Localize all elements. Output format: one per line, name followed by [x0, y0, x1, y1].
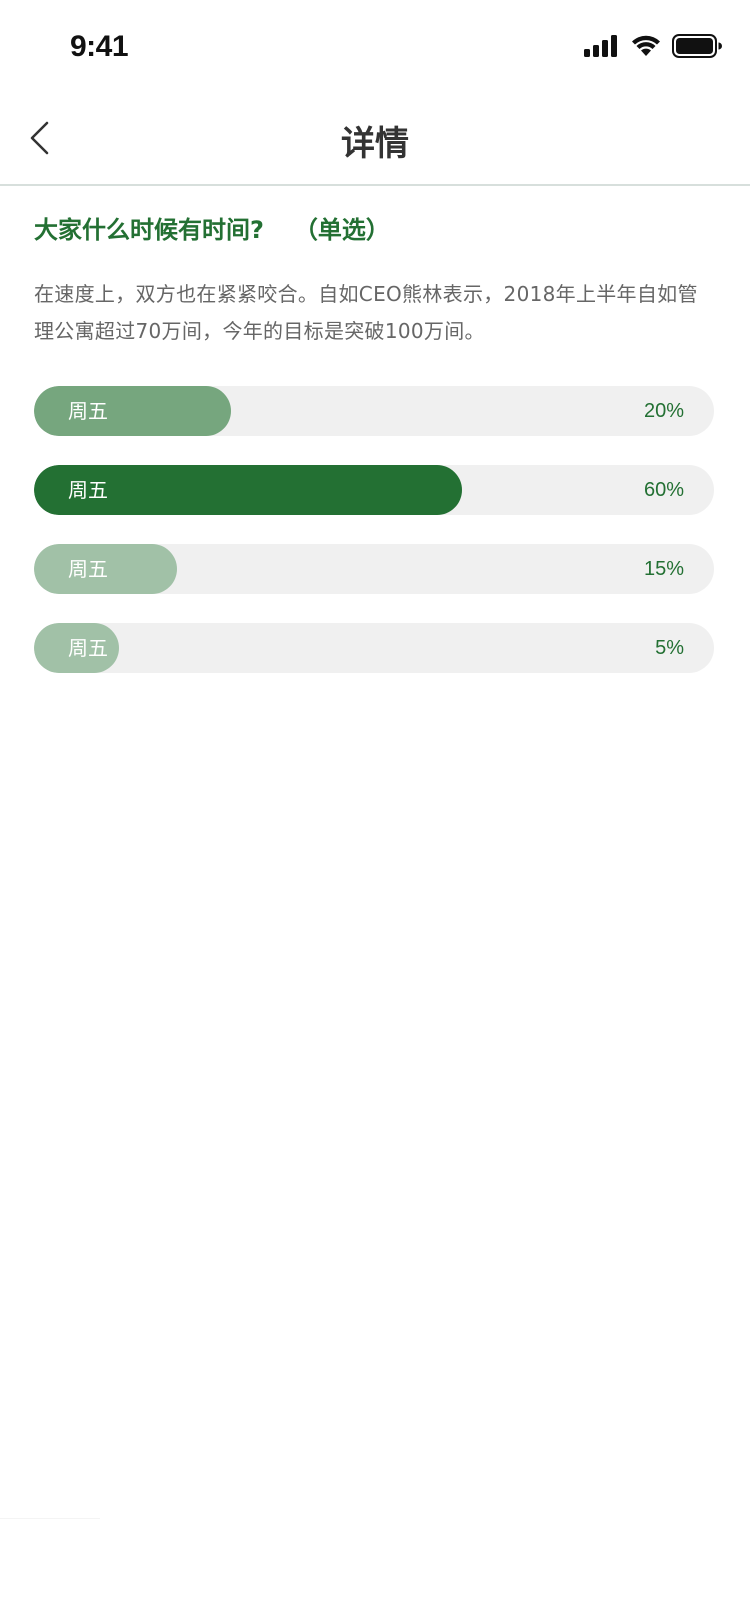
poll-option-label: 周五: [68, 478, 108, 502]
page-title: 详情: [341, 124, 409, 164]
poll-option-percent: 60%: [643, 479, 684, 501]
status-time: 9:41: [70, 30, 129, 63]
poll-option[interactable]: 周五 5%: [34, 623, 714, 673]
poll-option[interactable]: 周五 60%: [34, 465, 714, 515]
back-button[interactable]: [22, 118, 62, 158]
question-type: （单选）: [293, 216, 390, 244]
poll-option[interactable]: 周五 20%: [34, 386, 714, 436]
poll-option-fill: [34, 386, 232, 436]
nav-bar: 详情: [0, 88, 750, 186]
poll-option-label: 周五: [68, 399, 108, 423]
signal-icon: [584, 35, 617, 57]
question-heading: 大家什么时候有时间? （单选）: [34, 210, 716, 250]
poll-option-percent: 5%: [655, 637, 684, 659]
poll-option-fill: [34, 465, 463, 515]
poll-content: 大家什么时候有时间? （单选） 在速度上，双方也在紧紧咬合。自如CEO熊林表示，2…: [34, 210, 716, 702]
poll-option-fill: [34, 623, 119, 673]
status-icons: [584, 34, 722, 58]
poll-option[interactable]: 周五 15%: [34, 544, 714, 594]
battery-icon: [672, 34, 722, 58]
poll-option-label: 周五: [68, 636, 108, 660]
wifi-icon: [632, 35, 660, 56]
bottom-divider: [0, 1518, 100, 1519]
poll-option-fill: [34, 544, 177, 594]
chevron-left-icon: [30, 121, 49, 155]
status-bar: 9:41: [0, 0, 750, 88]
poll-option-percent: 15%: [643, 558, 684, 580]
poll-option-label: 周五: [68, 557, 108, 581]
poll-option-percent: 20%: [643, 400, 684, 422]
poll-options: 周五 20% 周五 60% 周五 15% 周五 5%: [34, 386, 716, 673]
question-title: 大家什么时候有时间?: [34, 216, 264, 244]
question-description: 在速度上，双方也在紧紧咬合。自如CEO熊林表示，2018年上半年自如管理公寓超过…: [34, 282, 698, 343]
